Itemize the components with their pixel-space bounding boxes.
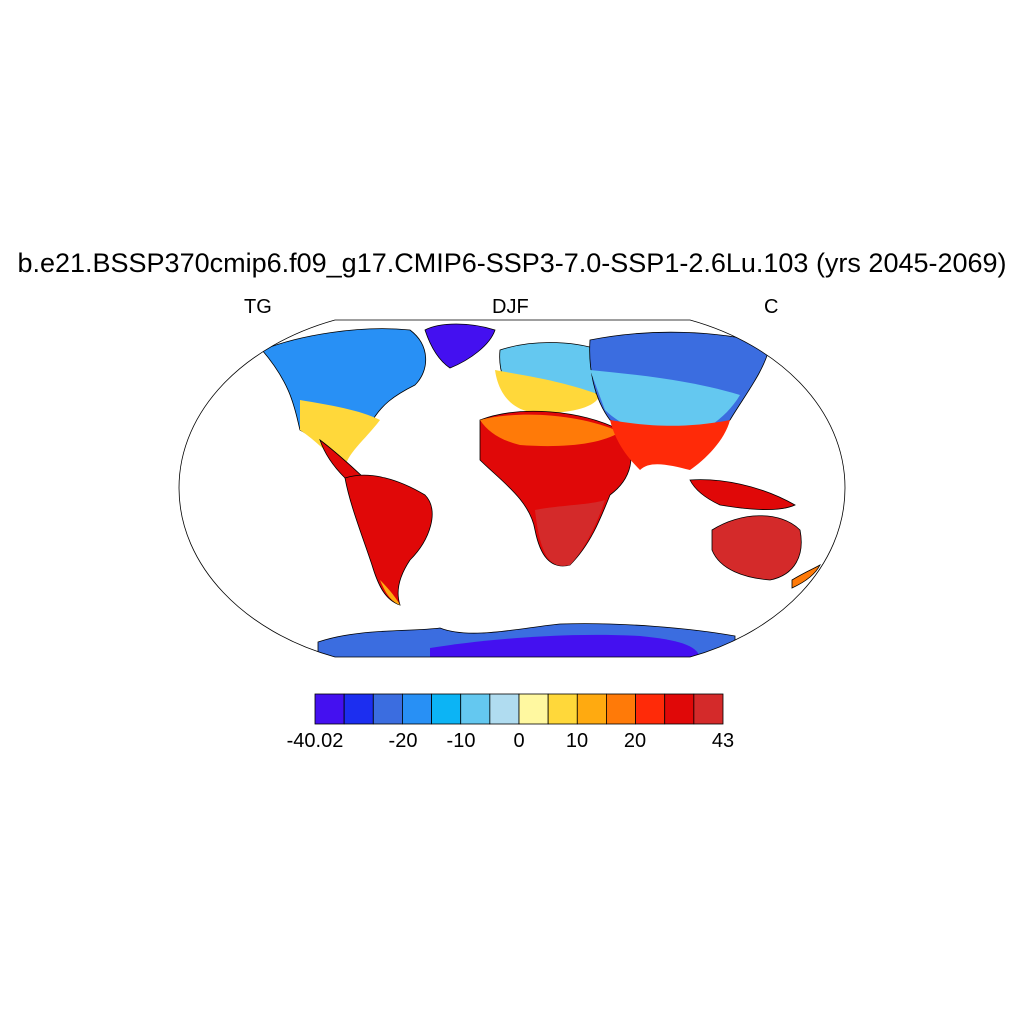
map-boundary (178, 319, 846, 658)
colorbar-tick-label: -40.02 (286, 730, 344, 752)
colorbar-swatch (606, 693, 636, 725)
colorbar-swatch (576, 693, 607, 725)
new-zealand (791, 563, 821, 589)
colorbar-tick-label: 0 (513, 730, 525, 752)
australia (711, 515, 802, 581)
colorbar-swatch (693, 693, 724, 725)
units-label: C (764, 296, 779, 318)
antarctica-interior (430, 634, 700, 657)
se-asia-islands (689, 479, 796, 510)
colorbar-swatch (460, 693, 491, 725)
patagonia (380, 580, 400, 605)
europe-south (495, 370, 600, 413)
colorbar-swatch (489, 693, 520, 725)
colorbar-swatch (343, 693, 374, 725)
colorbar-tick-label: -10 (446, 730, 476, 752)
colorbar-swatch (547, 693, 578, 725)
colorbar-tick-label: 10 (565, 730, 589, 752)
colorbar-swatch (402, 693, 432, 725)
colorbar-swatch (664, 693, 695, 725)
colorbar-swatch (431, 693, 462, 725)
africa-north (480, 414, 620, 447)
greenland (424, 323, 496, 369)
colorbar-swatch (314, 693, 345, 725)
colorbar-tick-label: -20 (388, 730, 418, 752)
north-america-south (300, 400, 380, 470)
colorbar-swatch (635, 693, 666, 725)
colorbar-tick-label: 43 (711, 730, 735, 752)
colorbar-swatch (372, 693, 403, 725)
colorbar-swatch (518, 693, 549, 725)
colorbar-tick-label: 20 (623, 730, 647, 752)
season-label: DJF (492, 296, 529, 318)
colorbar (314, 693, 724, 725)
variable-label: TG (244, 296, 272, 318)
asia-south (610, 420, 730, 470)
africa-south (535, 500, 605, 566)
map-title: b.e21.BSSP370cmip6.f09_g17.CMIP6-SSP3-7.… (17, 248, 1007, 278)
south-america (344, 474, 433, 606)
